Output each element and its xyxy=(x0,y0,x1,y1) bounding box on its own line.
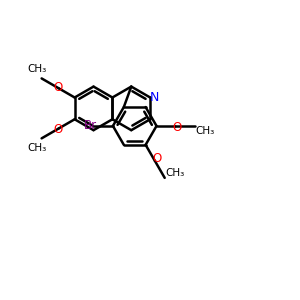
Text: O: O xyxy=(53,81,62,94)
Text: N: N xyxy=(149,91,159,104)
Text: CH₃: CH₃ xyxy=(165,168,184,178)
Text: Br: Br xyxy=(84,119,97,133)
Text: CH₃: CH₃ xyxy=(195,126,214,136)
Text: CH₃: CH₃ xyxy=(27,143,46,153)
Text: CH₃: CH₃ xyxy=(27,64,46,74)
Text: O: O xyxy=(53,123,62,136)
Text: O: O xyxy=(172,122,182,134)
Text: O: O xyxy=(152,152,161,165)
